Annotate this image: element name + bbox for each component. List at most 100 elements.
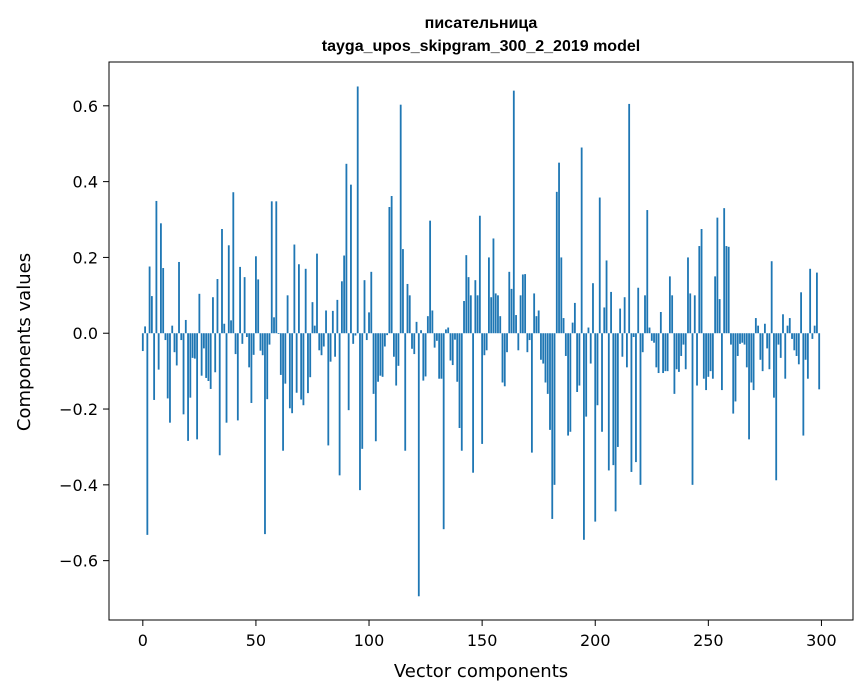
- bar-139: [456, 333, 459, 382]
- bar-292: [802, 333, 805, 436]
- bar-62: [282, 333, 284, 451]
- bar-184: [558, 162, 560, 334]
- bar-272: [757, 325, 760, 334]
- bar-250: [707, 333, 710, 377]
- bar-173: [533, 293, 536, 334]
- bar-180: [549, 333, 551, 430]
- bar-197: [587, 327, 590, 334]
- y-tick-label-2: −0.2: [59, 400, 98, 419]
- bar-279: [773, 333, 775, 398]
- y-tick-label-3: 0.0: [73, 324, 98, 343]
- bar-42: [236, 333, 239, 421]
- bar-168: [521, 274, 524, 334]
- bar-223: [646, 210, 649, 334]
- bar-166: [517, 333, 520, 351]
- bar-45: [243, 277, 246, 334]
- bar-119: [411, 333, 413, 349]
- bar-177: [542, 333, 545, 364]
- bar-122: [417, 333, 420, 597]
- bar-152: [485, 333, 488, 351]
- bar-248: [702, 333, 705, 379]
- bar-13: [171, 325, 174, 334]
- bar-238: [680, 333, 683, 356]
- bar-239: [682, 333, 685, 345]
- bar-288: [793, 333, 796, 351]
- bar-182: [553, 333, 556, 485]
- bar-254: [716, 217, 719, 334]
- bar-8: [160, 223, 162, 334]
- bar-151: [483, 333, 486, 356]
- bar-100: [368, 312, 370, 334]
- bar-41: [234, 333, 237, 355]
- x-tick-label-300: 300: [806, 631, 837, 650]
- bar-229: [659, 312, 662, 334]
- bar-296: [811, 333, 814, 339]
- bar-156: [494, 293, 497, 334]
- bar-183: [555, 191, 558, 334]
- bar-160: [503, 333, 506, 387]
- bar-106: [381, 333, 384, 377]
- bar-111: [393, 333, 395, 357]
- bar-117: [406, 283, 409, 334]
- bar-103: [374, 333, 377, 442]
- plot-frame: [108, 61, 854, 621]
- bar-210: [616, 333, 619, 447]
- bar-91: [347, 333, 350, 411]
- bar-246: [698, 246, 701, 334]
- bar-31: [212, 297, 214, 334]
- bar-124: [422, 333, 425, 381]
- bar-284: [784, 333, 787, 379]
- bar-242: [689, 293, 692, 334]
- bar-143: [465, 255, 468, 334]
- bar-257: [723, 208, 726, 334]
- bar-138: [454, 333, 456, 340]
- bar-68: [295, 333, 298, 393]
- bar-44: [241, 333, 244, 344]
- bar-56: [268, 333, 271, 345]
- bar-266: [743, 333, 746, 345]
- bar-15: [175, 333, 178, 366]
- bar-163: [510, 288, 513, 334]
- bar-299: [818, 333, 821, 390]
- bar-247: [700, 229, 703, 334]
- bar-188: [567, 333, 569, 436]
- bar-230: [662, 333, 664, 374]
- bar-10: [164, 333, 167, 341]
- bar-131: [438, 333, 441, 379]
- chart-subtitle: tayga_upos_skipgram_300_2_2019 model: [322, 38, 640, 55]
- bar-243: [691, 333, 694, 485]
- x-tick-label-0: 0: [138, 631, 148, 650]
- bar-126: [426, 316, 429, 334]
- bar-212: [621, 333, 624, 357]
- bar-153: [488, 257, 490, 334]
- bar-96: [359, 333, 361, 491]
- bar-191: [573, 302, 576, 334]
- bar-159: [501, 333, 504, 383]
- bar-20: [187, 333, 189, 441]
- bar-189: [569, 333, 572, 432]
- bar-6: [155, 200, 158, 334]
- bar-207: [610, 291, 612, 334]
- bar-196: [585, 333, 588, 417]
- bar-0: [141, 333, 144, 352]
- bar-278: [770, 261, 773, 334]
- bar-224: [648, 327, 651, 334]
- y-tick-label-5: 0.4: [73, 173, 98, 192]
- bar-86: [336, 299, 339, 334]
- bar-298: [816, 272, 818, 334]
- bar-294: [806, 333, 809, 379]
- bar-14: [173, 333, 176, 353]
- bar-265: [741, 333, 744, 343]
- bar-26: [200, 333, 203, 376]
- bar-221: [641, 333, 644, 353]
- bar-25: [198, 293, 201, 334]
- bar-7: [157, 333, 160, 370]
- bar-1: [144, 326, 146, 334]
- bar-215: [628, 103, 631, 334]
- bar-102: [372, 333, 375, 394]
- bar-186: [562, 318, 565, 334]
- bar-9: [162, 268, 165, 334]
- bar-18: [182, 333, 185, 415]
- bars-group: [141, 86, 821, 597]
